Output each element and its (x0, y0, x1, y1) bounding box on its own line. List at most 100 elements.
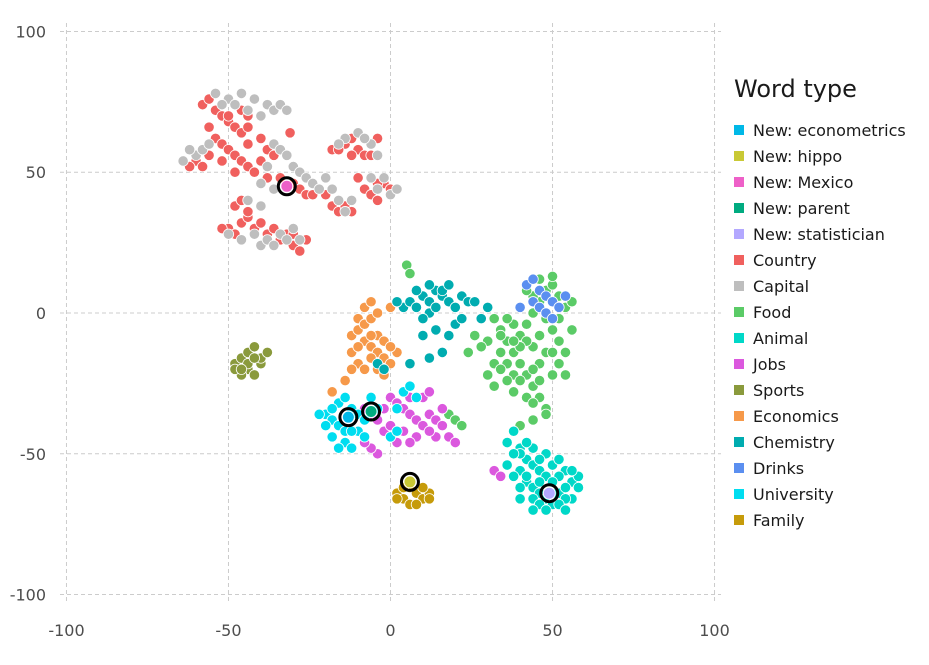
legend-label: New: statistician (753, 225, 885, 244)
data-point (248, 369, 261, 381)
legend-swatch (734, 489, 744, 499)
data-point (242, 194, 254, 206)
data-point (423, 493, 435, 505)
data-point (352, 172, 364, 184)
data-point (456, 313, 468, 325)
legend-label: Family (753, 511, 804, 530)
data-point (540, 408, 552, 420)
data-point (391, 493, 403, 505)
data-point (514, 481, 526, 494)
data-point (410, 301, 423, 313)
data-point (371, 194, 384, 206)
legend-title: Word type (734, 75, 857, 103)
data-point (533, 374, 546, 387)
data-point (371, 149, 384, 161)
data-point (184, 144, 196, 156)
data-point (443, 279, 455, 291)
data-point (346, 425, 358, 437)
data-point (430, 324, 442, 336)
data-point (520, 470, 533, 482)
data-point (242, 121, 254, 133)
data-point (514, 493, 526, 505)
data-point (284, 127, 296, 139)
data-point (430, 301, 442, 313)
legend-swatch (734, 177, 744, 187)
data-point (242, 206, 254, 218)
data-point (242, 138, 254, 150)
x-tick-label: 0 (385, 621, 395, 640)
data-point (222, 110, 235, 122)
data-point (436, 420, 448, 432)
data-point (508, 386, 520, 398)
data-point (371, 183, 384, 195)
data-point (365, 391, 377, 404)
data-point (546, 369, 559, 381)
data-point (572, 481, 585, 494)
data-point (540, 504, 552, 516)
data-point (566, 465, 578, 477)
legend-swatch (734, 281, 744, 291)
legend-swatch (734, 515, 744, 525)
data-point (235, 234, 248, 246)
data-point (242, 104, 254, 116)
data-point (339, 206, 351, 218)
legend-label: Animal (753, 329, 808, 348)
data-point (261, 160, 273, 173)
data-point (546, 270, 559, 282)
data-point (320, 172, 332, 184)
data-point (248, 352, 261, 364)
data-point (520, 318, 533, 330)
x-tick-label: -50 (215, 621, 241, 640)
data-point (294, 245, 306, 257)
data-point (495, 470, 507, 482)
legend-label: New: Mexico (753, 173, 853, 192)
data-point (546, 324, 559, 336)
data-points (177, 87, 585, 516)
data-point (495, 346, 507, 359)
data-point (358, 363, 371, 375)
data-point (520, 436, 533, 449)
data-point (449, 436, 461, 449)
x-tick-label: 50 (542, 621, 562, 640)
data-point (268, 239, 280, 252)
data-point (326, 386, 338, 398)
data-point (423, 425, 435, 437)
legend-label: Chemistry (753, 433, 835, 452)
highlight-ring (361, 401, 382, 422)
data-point (527, 414, 539, 426)
data-point (423, 386, 435, 398)
legend-label: University (753, 485, 834, 504)
data-point (443, 329, 455, 342)
legend-swatch (734, 229, 744, 239)
legend-swatch (734, 255, 744, 265)
highlight-ring (539, 483, 560, 504)
data-point (326, 431, 338, 443)
data-point (417, 313, 429, 325)
y-tick-label: -50 (20, 445, 46, 464)
data-point (436, 403, 448, 415)
data-point (462, 346, 474, 359)
data-point (404, 358, 416, 370)
data-point (553, 453, 565, 466)
data-point (248, 341, 261, 353)
data-point (533, 329, 546, 342)
data-point (229, 166, 241, 178)
data-point (559, 369, 572, 381)
legend-swatch (734, 307, 744, 317)
legend-label: New: econometrics (753, 121, 906, 140)
legend-label: New: hippo (753, 147, 842, 166)
data-point (235, 363, 248, 375)
data-point (346, 442, 358, 454)
legend-label: Food (753, 303, 791, 322)
data-point (196, 160, 209, 173)
data-point (177, 155, 189, 167)
data-point (248, 93, 261, 105)
data-point (255, 110, 267, 122)
data-point (326, 183, 338, 195)
data-point (403, 475, 417, 489)
data-point (553, 335, 565, 347)
data-point (339, 391, 351, 404)
highlight-ring (399, 471, 420, 492)
data-point (553, 301, 565, 313)
data-point (475, 341, 487, 353)
